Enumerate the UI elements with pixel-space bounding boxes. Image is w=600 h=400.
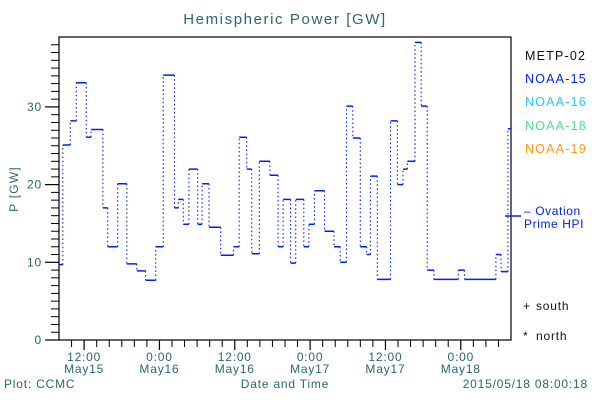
x-tick-date-label: May18 — [441, 362, 481, 376]
north-label: north — [536, 329, 568, 343]
x-tick-date-label: May17 — [365, 362, 405, 376]
hpi-step-line-vertical — [62, 42, 509, 281]
ovation-legend-line1: – Ovation — [524, 204, 581, 218]
legend-item-noaa-16: NOAA-16 — [525, 95, 587, 109]
x-tick-time-label: 12:00 — [368, 350, 402, 364]
plot-timestamp: 2015/05/18 08:00:18 — [462, 377, 588, 391]
legend-item-noaa-18: NOAA-18 — [525, 119, 587, 133]
chart-title: Hemispheric Power [GW] — [183, 11, 387, 28]
y-axis-label: P [GW] — [7, 166, 21, 212]
x-tick-date-label: May16 — [139, 362, 179, 376]
ovation-prime-legend-label: – Ovation Prime HPI — [524, 205, 584, 231]
x-tick-date-label: May17 — [290, 362, 330, 376]
x-tick-time-label: 0:00 — [146, 350, 173, 364]
north-marker-key: * north — [523, 329, 567, 343]
legend-item-noaa-19: NOAA-19 — [525, 142, 587, 156]
x-tick-time-label: 0:00 — [447, 350, 474, 364]
x-tick-time-label: 12:00 — [218, 350, 252, 364]
plus-marker-icon: + — [523, 299, 531, 313]
y-tick-label: 0 — [35, 333, 42, 347]
hpi-step-line-horizontal — [59, 41, 511, 281]
legend-item-noaa-15: NOAA-15 — [525, 72, 587, 86]
legend-item-metp-02: METP-02 — [525, 49, 587, 63]
y-tick-label: 30 — [27, 100, 42, 114]
x-axis-label: Date and Time — [240, 377, 330, 391]
asterisk-marker-icon: * — [523, 329, 529, 343]
x-tick-date-label: May15 — [64, 362, 104, 376]
south-marker-key: + south — [523, 299, 569, 313]
y-tick-label: 10 — [27, 255, 42, 269]
x-tick-time-label: 0:00 — [297, 350, 324, 364]
x-tick-time-label: 12:00 — [67, 350, 101, 364]
x-tick-date-label: May16 — [215, 362, 255, 376]
ovation-legend-line2: Prime HPI — [524, 217, 585, 231]
south-label: south — [536, 299, 570, 313]
y-tick-label: 20 — [27, 178, 42, 192]
plot-credit: Plot: CCMC — [4, 377, 76, 391]
